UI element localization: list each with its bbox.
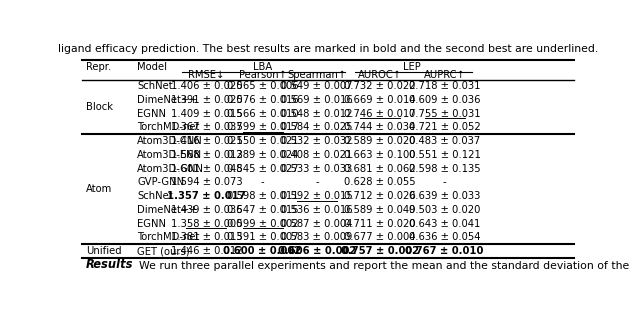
Text: DimeNet++: DimeNet++ [137,95,198,105]
Text: 0.545 ± 0.027: 0.545 ± 0.027 [227,164,298,174]
Text: 0.533 ± 0.033: 0.533 ± 0.033 [282,164,353,174]
Text: 0.599 ± 0.017: 0.599 ± 0.017 [227,122,298,132]
Text: Results: Results [86,258,134,271]
Text: Atom3D-GNN: Atom3D-GNN [137,164,204,174]
Text: 1.357 ± 0.017: 1.357 ± 0.017 [167,191,246,201]
Text: 0.548 ± 0.012: 0.548 ± 0.012 [282,109,353,119]
Text: Model: Model [137,62,167,72]
Text: 0.681 ± 0.062: 0.681 ± 0.062 [344,164,416,174]
Text: 0.536 ± 0.016: 0.536 ± 0.016 [281,205,353,215]
Text: 0.628 ± 0.055: 0.628 ± 0.055 [344,177,416,187]
Text: 0.600 ± 0.002: 0.600 ± 0.002 [223,246,301,256]
Text: 1.568 ± 0.012: 1.568 ± 0.012 [171,150,243,160]
Text: 0.599 ± 0.002: 0.599 ± 0.002 [227,218,298,228]
Text: -: - [443,177,446,187]
Text: 0.712 ± 0.026: 0.712 ± 0.026 [344,191,416,201]
Text: -: - [316,177,319,187]
Text: 0.587 ± 0.004: 0.587 ± 0.004 [282,218,353,228]
Text: 0.483 ± 0.037: 0.483 ± 0.037 [409,136,480,146]
Text: 0.583 ± 0.009: 0.583 ± 0.009 [282,232,353,242]
Text: 0.503 ± 0.020: 0.503 ± 0.020 [409,205,480,215]
Text: 0.721 ± 0.052: 0.721 ± 0.052 [409,122,481,132]
Text: 0.598 ± 0.011: 0.598 ± 0.011 [227,191,298,201]
Text: LEP: LEP [403,62,421,72]
Text: 0.389 ± 0.024: 0.389 ± 0.024 [227,150,298,160]
Text: 0.569 ± 0.016: 0.569 ± 0.016 [281,95,353,105]
Text: 0.565 ± 0.006: 0.565 ± 0.006 [227,81,298,91]
Text: 0.744 ± 0.034: 0.744 ± 0.034 [344,122,416,132]
Text: 0.547 ± 0.015: 0.547 ± 0.015 [227,205,298,215]
Text: EGNN: EGNN [137,109,166,119]
Text: 0.408 ± 0.021: 0.408 ± 0.021 [282,150,353,160]
Text: 1.416 ± 0.021: 1.416 ± 0.021 [171,136,243,146]
Text: Atom: Atom [86,184,112,194]
Text: 1.381 ± 0.013: 1.381 ± 0.013 [171,232,242,242]
Text: Atom3D-ENN: Atom3D-ENN [137,150,202,160]
Text: 0.532 ± 0.032: 0.532 ± 0.032 [282,136,353,146]
Text: 0.576 ± 0.016: 0.576 ± 0.016 [227,95,298,105]
Text: GET (ours): GET (ours) [137,246,189,256]
Text: We run three parallel experiments and report the mean and the standard deviation: We run three parallel experiments and re… [132,261,629,271]
Text: 0.718 ± 0.031: 0.718 ± 0.031 [409,81,480,91]
Text: Spearman↑: Spearman↑ [287,70,347,80]
Text: ligand efficacy prediction. The best results are marked in bold and the second b: ligand efficacy prediction. The best res… [58,44,598,54]
Text: 0.669 ± 0.014: 0.669 ± 0.014 [344,95,416,105]
Text: -: - [260,177,264,187]
Text: Atom3D-CNN: Atom3D-CNN [137,136,203,146]
Text: 0.677 ± 0.004: 0.677 ± 0.004 [344,232,416,242]
Text: 1.367 ± 0.037: 1.367 ± 0.037 [171,122,243,132]
Text: 0.584 ± 0.025: 0.584 ± 0.025 [282,122,353,132]
Text: 0.746 ± 0.017: 0.746 ± 0.017 [344,109,416,119]
Text: 0.643 ± 0.041: 0.643 ± 0.041 [409,218,480,228]
Text: 1.406 ± 0.020: 1.406 ± 0.020 [171,81,242,91]
Text: Block: Block [86,102,113,112]
Text: 0.606 ± 0.002: 0.606 ± 0.002 [278,246,356,256]
Text: 0.636 ± 0.054: 0.636 ± 0.054 [409,232,480,242]
Text: Pearson↑: Pearson↑ [239,70,287,80]
Text: 0.767 ± 0.010: 0.767 ± 0.010 [405,246,484,256]
Text: RMSE↓: RMSE↓ [188,70,225,80]
Text: 1.409 ± 0.015: 1.409 ± 0.015 [171,109,243,119]
Text: 1.594 ± 0.073: 1.594 ± 0.073 [171,177,243,187]
Text: 0.711 ± 0.020: 0.711 ± 0.020 [344,218,416,228]
Text: 1.446 ± 0.012: 1.446 ± 0.012 [171,246,243,256]
Text: 0.589 ± 0.049: 0.589 ± 0.049 [344,205,416,215]
Text: Repr.: Repr. [86,62,111,72]
Text: 0.566 ± 0.010: 0.566 ± 0.010 [227,109,298,119]
Text: TorchMD-net: TorchMD-net [137,122,200,132]
Text: 0.609 ± 0.036: 0.609 ± 0.036 [409,95,480,105]
Text: TorchMD-net: TorchMD-net [137,232,200,242]
Text: AUROC↑: AUROC↑ [358,70,402,80]
Text: 0.639 ± 0.033: 0.639 ± 0.033 [409,191,480,201]
Text: 1.601 ± 0.048: 1.601 ± 0.048 [171,164,242,174]
Text: LBA: LBA [253,62,272,72]
Text: 1.439 ± 0.036: 1.439 ± 0.036 [171,205,242,215]
Text: 0.551 ± 0.121: 0.551 ± 0.121 [408,150,481,160]
Text: 0.550 ± 0.021: 0.550 ± 0.021 [227,136,298,146]
Text: GVP-GNN: GVP-GNN [137,177,184,187]
Text: 0.598 ± 0.135: 0.598 ± 0.135 [409,164,481,174]
Text: 0.592 ± 0.015: 0.592 ± 0.015 [281,191,353,201]
Text: 0.549 ± 0.007: 0.549 ± 0.007 [282,81,353,91]
Text: SchNet: SchNet [137,191,173,201]
Text: 0.589 ± 0.020: 0.589 ± 0.020 [344,136,416,146]
Text: 0.755 ± 0.031: 0.755 ± 0.031 [409,109,481,119]
Text: Unified: Unified [86,246,122,256]
Text: 0.591 ± 0.007: 0.591 ± 0.007 [227,232,298,242]
Text: 1.391 ± 0.020: 1.391 ± 0.020 [171,95,243,105]
Text: SchNet: SchNet [137,81,173,91]
Text: EGNN: EGNN [137,218,166,228]
Text: 0.732 ± 0.022: 0.732 ± 0.022 [344,81,416,91]
Text: 1.358 ± 0.000: 1.358 ± 0.000 [171,218,242,228]
Text: 0.663 ± 0.100: 0.663 ± 0.100 [344,150,416,160]
Text: DimeNet++: DimeNet++ [137,205,198,215]
Text: 0.757 ± 0.002: 0.757 ± 0.002 [341,246,419,256]
Text: AUPRC↑: AUPRC↑ [424,70,465,80]
